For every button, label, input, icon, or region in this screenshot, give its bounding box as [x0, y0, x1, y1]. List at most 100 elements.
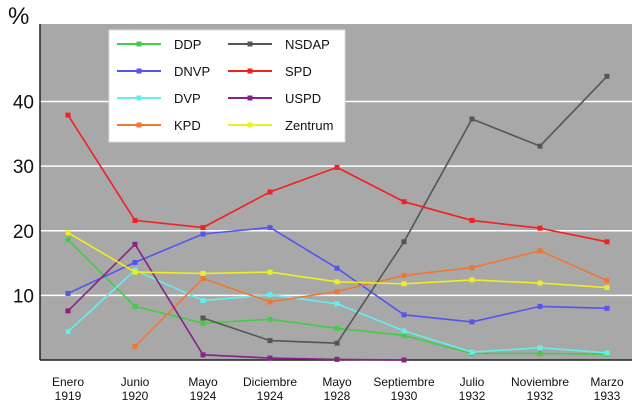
series-spd [65, 112, 610, 245]
data-point [132, 343, 138, 349]
y-tick-label: 10 [13, 286, 34, 307]
y-tick-label: 40 [13, 93, 34, 114]
legend-marker [247, 95, 253, 101]
data-point [537, 345, 543, 351]
data-point [469, 319, 475, 325]
data-point [200, 315, 206, 321]
legend: DDP DNVP DVP KPD NSDAP SPD USPD Zentrum [108, 29, 346, 143]
data-point [200, 276, 206, 282]
legend-label: USPD [285, 91, 321, 106]
x-tick-label: Marzo 1933 [590, 375, 624, 403]
data-point [537, 143, 543, 149]
legend-label: SPD [285, 64, 312, 79]
legend-marker [136, 68, 142, 74]
x-tick-label-line: Septiembre [373, 375, 435, 389]
data-point [267, 355, 273, 361]
x-tick-label-line: 1924 [257, 389, 284, 403]
x-tick-label-line: Noviembre [511, 375, 569, 389]
data-point [537, 303, 543, 309]
data-point [334, 340, 340, 346]
data-point [334, 265, 340, 271]
x-tick-label-line: Enero [52, 375, 84, 389]
x-tick-label-line: Mayo [322, 375, 352, 389]
legend-label: Zentrum [285, 118, 333, 133]
y-tick-label: 20 [13, 222, 34, 243]
data-point [65, 329, 71, 335]
x-tick-label: Junio 1920 [121, 375, 150, 403]
data-point [401, 199, 407, 205]
legend-marker [247, 68, 253, 74]
legend-label: DNVP [174, 64, 210, 79]
data-point [132, 303, 138, 309]
data-point [132, 217, 138, 223]
legend-marker [136, 41, 142, 47]
data-point [267, 189, 273, 195]
data-point [334, 301, 340, 307]
y-tick-label: 30 [13, 157, 34, 178]
data-point [469, 265, 475, 271]
data-point [469, 277, 475, 283]
data-point [401, 312, 407, 318]
data-point [604, 73, 610, 79]
data-point [537, 351, 543, 357]
x-tick-label: Enero 1919 [52, 375, 84, 403]
data-point [200, 320, 206, 326]
x-tick-label-line: Julio [460, 375, 485, 389]
data-point [604, 278, 610, 284]
x-tick-label-line: Diciembre [243, 375, 297, 389]
x-tick-label-line: 1933 [594, 389, 621, 403]
data-point [401, 328, 407, 334]
data-point [267, 316, 273, 322]
x-tick-label: Julio 1932 [459, 375, 486, 403]
data-point [65, 112, 71, 118]
x-tick-label: Diciembre 1924 [243, 375, 297, 403]
data-point [401, 272, 407, 278]
x-tick-label-line: 1930 [391, 389, 418, 403]
data-point [401, 357, 407, 363]
data-point [401, 239, 407, 245]
data-point [469, 349, 475, 355]
data-point [537, 248, 543, 254]
data-point [200, 225, 206, 231]
data-point [604, 305, 610, 311]
data-point [469, 217, 475, 223]
x-tick-label: Noviembre 1932 [511, 375, 569, 403]
data-point [334, 325, 340, 331]
series-uspd [65, 241, 407, 363]
x-tick-label-line: Junio [121, 375, 150, 389]
data-point [200, 270, 206, 276]
data-point [132, 259, 138, 265]
x-tick-label-line: 1920 [122, 389, 149, 403]
x-tick-label-line: 1932 [527, 389, 554, 403]
data-point [267, 299, 273, 305]
series-zentrum [65, 230, 610, 291]
data-point [65, 290, 71, 296]
legend-marker [136, 95, 142, 101]
x-tick-label: Septiembre 1930 [373, 375, 435, 403]
data-point [401, 332, 407, 338]
data-point [132, 241, 138, 247]
data-point [469, 116, 475, 122]
x-tick-label: Mayo 1928 [322, 375, 352, 403]
data-point [200, 231, 206, 237]
data-point [200, 352, 206, 358]
data-point [604, 350, 610, 356]
data-point [65, 237, 71, 243]
data-point [267, 269, 273, 275]
x-tick-label-line: Mayo [188, 375, 218, 389]
data-point [604, 285, 610, 291]
legend-marker [136, 122, 142, 128]
data-point [200, 298, 206, 304]
data-point [334, 279, 340, 285]
legend-label: DVP [174, 91, 201, 106]
data-point [267, 225, 273, 231]
data-point [65, 308, 71, 314]
y-axis-label: % [8, 3, 29, 30]
legend-label: KPD [174, 118, 201, 133]
series-line [67, 243, 405, 361]
legend-label: DDP [174, 37, 201, 52]
data-point [334, 289, 340, 295]
data-point [537, 225, 543, 231]
data-point [334, 356, 340, 362]
